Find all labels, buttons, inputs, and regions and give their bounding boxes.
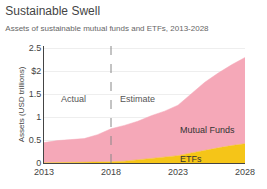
svg-text:2028: 2028 (235, 167, 255, 177)
svg-text:2023: 2023 (168, 167, 188, 177)
svg-text:2018: 2018 (101, 167, 121, 177)
svg-text:0.5: 0.5 (29, 135, 42, 145)
svg-text:Sustainable SwellAssets of sus: Sustainable SwellAssets of sustainable m… (5, 4, 209, 33)
svg-text:2.5: 2.5 (29, 43, 42, 53)
svg-text:0: 0 (36, 158, 41, 168)
svg-text:1.5: 1.5 (29, 89, 42, 99)
svg-text:Estimate: Estimate (120, 94, 155, 104)
svg-text:ETFs: ETFs (180, 154, 202, 164)
svg-text:Assets (USD trillions): Assets (USD trillions) (17, 66, 26, 142)
svg-text:2013: 2013 (34, 167, 54, 177)
svg-text:$2: $2 (31, 66, 41, 76)
svg-text:Mutual Funds: Mutual Funds (180, 125, 235, 135)
svg-text:1: 1 (36, 112, 41, 122)
svg-text:Actual: Actual (61, 94, 86, 104)
